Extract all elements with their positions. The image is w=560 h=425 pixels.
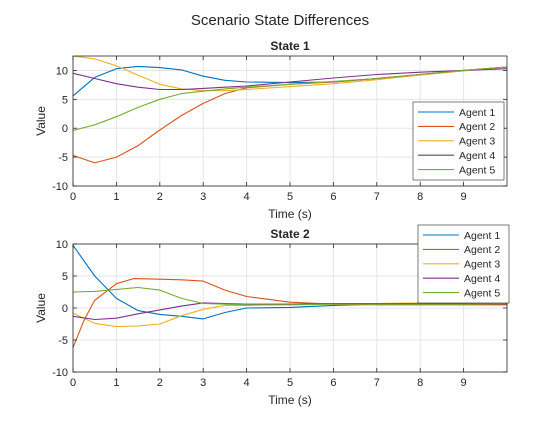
- x-tick-label: 2: [157, 377, 163, 389]
- y-axis-label: Value: [34, 106, 48, 136]
- legend-label-agent-1: Agent 1: [459, 107, 495, 119]
- y-tick-label: 0: [62, 123, 68, 135]
- y-tick-label: 10: [56, 65, 68, 77]
- legend-label-agent-5: Agent 5: [459, 164, 495, 176]
- y-tick-label: -10: [52, 181, 68, 193]
- series-line-agent-4: [73, 68, 507, 91]
- x-tick-label: 9: [461, 191, 467, 203]
- legend-label-agent-2: Agent 2: [464, 244, 500, 256]
- x-tick-label: 5: [287, 377, 293, 389]
- x-tick-label: 2: [157, 191, 163, 203]
- y-tick-label: 5: [62, 271, 68, 283]
- series-group: [73, 244, 507, 348]
- series-group: [73, 56, 507, 164]
- x-tick-label: 4: [244, 191, 250, 203]
- x-tick-label: 9: [461, 377, 467, 389]
- x-tick-label: 4: [244, 377, 250, 389]
- series-line-agent-5: [73, 66, 507, 132]
- subplot-title: State 2: [270, 227, 310, 241]
- x-tick-label: 0: [70, 191, 76, 203]
- x-tick-label: 5: [287, 191, 293, 203]
- x-tick-label: 3: [200, 191, 206, 203]
- x-tick-label: 0: [70, 377, 76, 389]
- x-axis-label: Time (s): [268, 393, 312, 407]
- y-tick-label: 0: [62, 303, 68, 315]
- x-tick-label: 7: [374, 377, 380, 389]
- x-axis-label: Time (s): [268, 207, 312, 221]
- legend-label-agent-4: Agent 4: [459, 150, 495, 162]
- series-line-agent-2: [73, 278, 507, 348]
- legend: Agent 1 Agent 2 Agent 3 Agent 4 Agent 5: [412, 101, 505, 181]
- y-tick-label: 5: [62, 94, 68, 106]
- subplot-state-2: 0 1 2 3 4 5 6 7 8 9 -10 -5 0 5 10 State 2 Time (s) Value A…: [34, 224, 510, 407]
- legend: Agent 1 Agent 2 Agent 3 Agent 4 Agent 5: [417, 224, 510, 304]
- y-tick-label: -5: [58, 152, 68, 164]
- subplot-title: State 1: [270, 39, 310, 53]
- y-tick-label: 10: [56, 239, 68, 251]
- x-tick-label: 3: [200, 377, 206, 389]
- y-axis-label: Value: [34, 293, 48, 323]
- x-tick-label: 7: [374, 191, 380, 203]
- figure-title: Scenario State Differences: [191, 12, 369, 29]
- legend-label-agent-3: Agent 3: [464, 259, 500, 271]
- y-tick-label: -10: [52, 367, 68, 379]
- series-line-agent-3: [73, 56, 507, 92]
- x-tick-label: 6: [330, 191, 336, 203]
- legend-label-agent-3: Agent 3: [459, 136, 495, 148]
- x-tick-label: 8: [417, 377, 423, 389]
- subplot-state-1: 0 1 2 3 4 5 6 7 8 9 -10 -5 0 5 10 State 1 Time (s) Value A…: [34, 39, 508, 221]
- series-line-agent-5: [73, 286, 507, 306]
- series-line-agent-4: [73, 302, 507, 321]
- x-tick-label: 1: [113, 377, 119, 389]
- x-tick-label: 1: [113, 191, 119, 203]
- x-tick-label: 8: [417, 191, 423, 203]
- legend-label-agent-1: Agent 1: [464, 230, 500, 242]
- legend-label-agent-5: Agent 5: [464, 287, 500, 299]
- legend-label-agent-4: Agent 4: [464, 273, 500, 285]
- x-tick-label: 6: [330, 377, 336, 389]
- y-tick-label: -5: [58, 335, 68, 347]
- legend-label-agent-2: Agent 2: [459, 121, 495, 133]
